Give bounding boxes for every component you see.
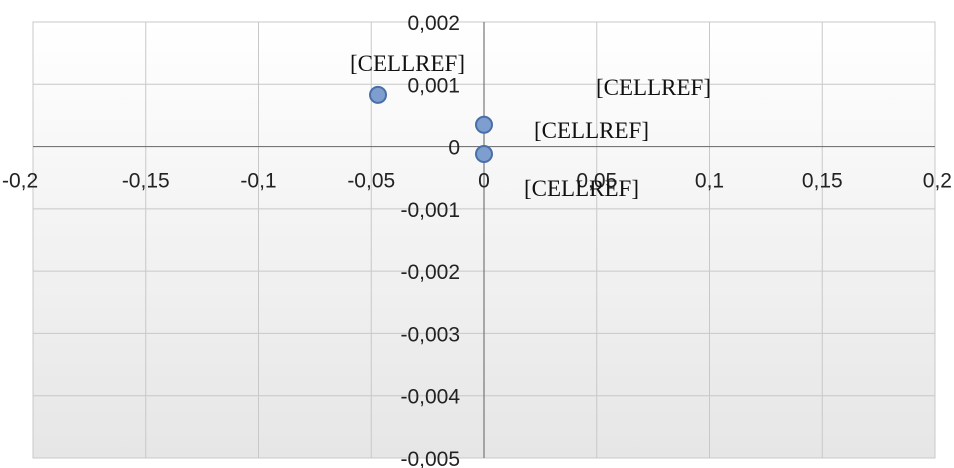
data-point — [475, 145, 493, 164]
data-label: [CELLREF] — [524, 176, 639, 201]
y-tick-label: -0,002 — [400, 261, 460, 284]
data-points — [369, 85, 493, 164]
point-labels: [CELLREF] [CELLREF] [CELLREF] [CELLREF] — [350, 51, 711, 201]
y-tick-label: -0,005 — [400, 448, 460, 468]
x-tick-label: -0,05 — [347, 170, 395, 193]
data-label: [CELLREF] — [534, 118, 649, 143]
y-tick-label: -0,003 — [400, 323, 460, 346]
data-point — [369, 85, 388, 104]
x-tick-label: -0,2 — [2, 170, 38, 193]
x-tick-label: 0,15 — [802, 170, 843, 193]
x-tick-label: 0,05 — [576, 170, 617, 193]
x-tick-label: 0 — [478, 170, 490, 193]
x-tick-label: -0,1 — [240, 170, 276, 193]
x-tick-label: -0,15 — [122, 170, 170, 193]
x-tick-label: 0,2 — [923, 170, 952, 193]
tick-labels: -0,2 -0,15 -0,1 -0,05 0 0,05 0,1 0,15 0,2 0,002 0,… — [2, 12, 952, 468]
y-tick-label: 0 — [448, 137, 460, 160]
y-tick-label: -0,001 — [400, 199, 460, 222]
data-label: [CELLREF] — [350, 51, 465, 76]
y-tick-label: 0,001 — [407, 74, 460, 97]
data-point — [475, 115, 493, 134]
y-tick-label: -0,004 — [400, 386, 460, 409]
x-tick-label: 0,1 — [695, 170, 724, 193]
data-label: [CELLREF] — [596, 75, 711, 100]
y-tick-label: 0,002 — [407, 12, 460, 35]
